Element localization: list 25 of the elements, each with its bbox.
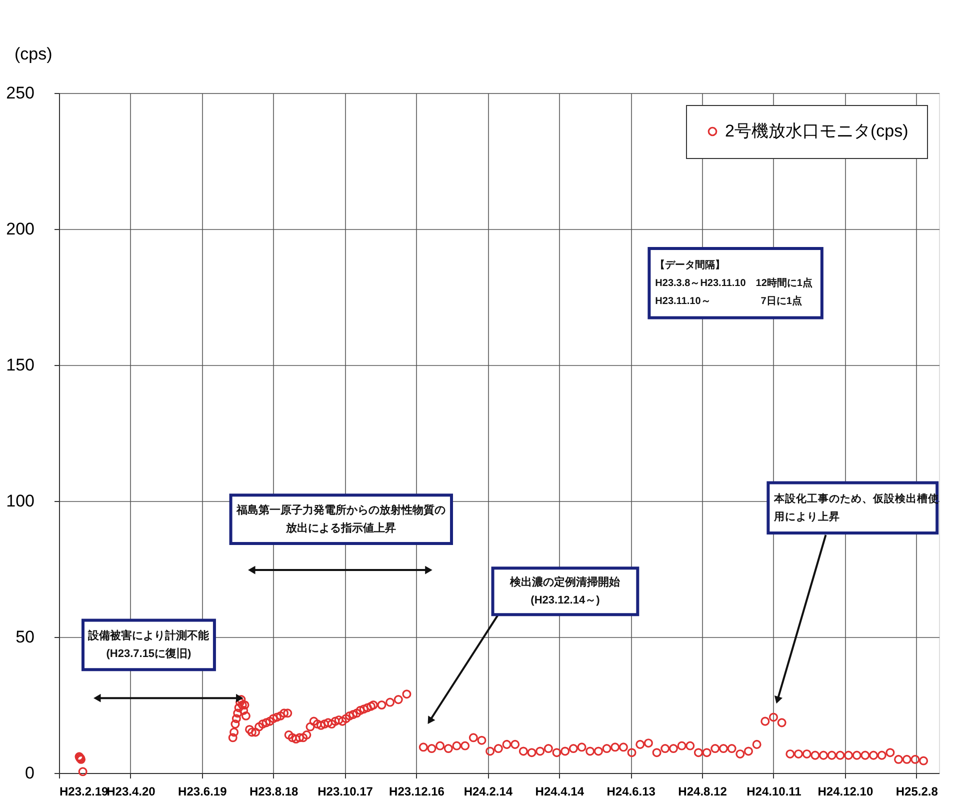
annotation: 【データ間隔】 H23.3.8～H23.11.10 12時間に1点 H23.11.10～ 7日に1点 <box>655 259 812 308</box>
x-tick-label: H24.6.13 <box>606 784 656 798</box>
x-tick-label: H24.8.12 <box>678 784 728 798</box>
x-tick-label: H23.2.19 <box>60 784 109 798</box>
x-tick-label: H24.2.14 <box>464 784 513 798</box>
y-tick-label: 200 <box>6 220 34 238</box>
x-tick-label: H23.8.18 <box>249 784 299 798</box>
x-tick-label: H25.2.8 <box>896 784 938 798</box>
x-tick-label: H23.4.20 <box>106 784 156 798</box>
y-tick-label: 100 <box>6 492 34 510</box>
x-tick-label: H23.6.19 <box>178 784 228 798</box>
x-tick-label: H24.12.10 <box>818 784 874 798</box>
y-tick-label: 0 <box>25 764 34 782</box>
annotation: 設備被害により計測不能 (H23.7.15に復旧) <box>87 628 210 660</box>
y-tick-label: 150 <box>6 356 34 374</box>
x-tick-label: H23.10.17 <box>318 784 374 798</box>
y-tick-label: 250 <box>6 84 34 102</box>
y-tick-label: 50 <box>16 628 34 646</box>
x-tick-label: H23.12.16 <box>389 784 445 798</box>
annotation: 福島第一原子力発電所からの放射性物質の放出による指示値上昇 <box>236 503 446 534</box>
y-axis-title: (cps) <box>14 44 52 64</box>
legend-label: 2号機放水口モニタ(cps) <box>725 122 908 140</box>
x-tick-label: H24.10.11 <box>746 784 802 798</box>
annotation: 検出濃の定例清掃開始 (H23.12.14～) <box>509 575 622 606</box>
x-tick-label: H24.4.14 <box>535 784 584 798</box>
